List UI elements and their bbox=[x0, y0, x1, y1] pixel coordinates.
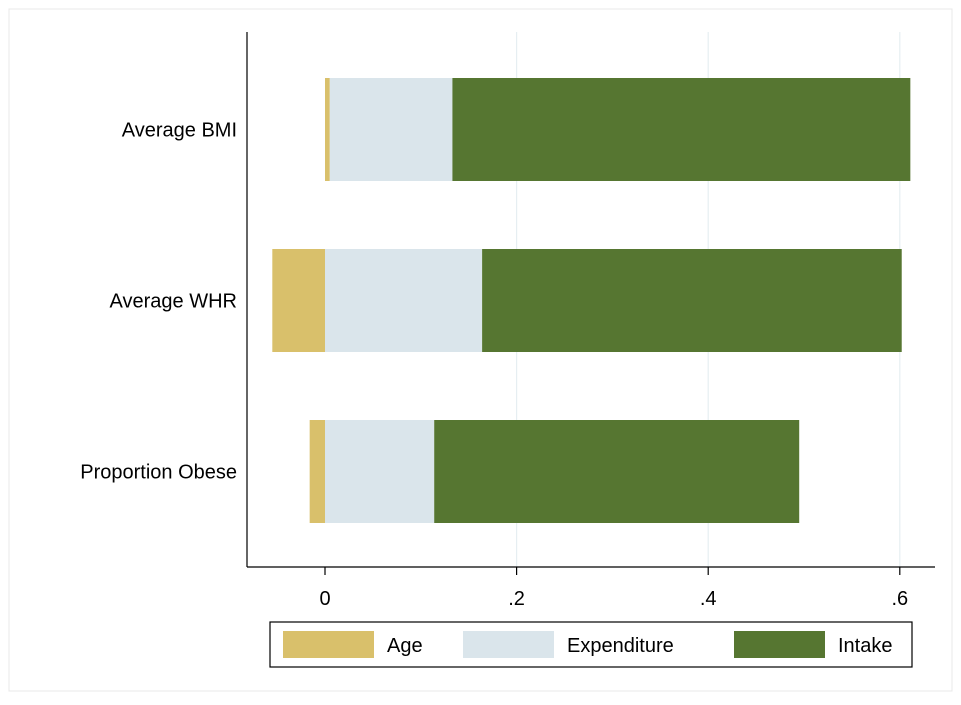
legend-swatch-intake bbox=[734, 631, 825, 658]
x-tick-label-6: .6 bbox=[891, 588, 908, 610]
bars-group bbox=[272, 78, 911, 523]
x-tick-label-0: 0 bbox=[319, 588, 330, 610]
bar-expenditure-average-bmi bbox=[329, 78, 453, 181]
bar-expenditure-average-whr bbox=[325, 249, 483, 352]
bar-intake-average-whr bbox=[482, 249, 902, 352]
category-label-proportion-obese: Proportion Obese bbox=[80, 462, 237, 484]
legend-label-age: Age bbox=[387, 635, 423, 657]
legend-label-intake: Intake bbox=[838, 635, 892, 657]
category-label-average-bmi: Average BMI bbox=[122, 120, 237, 142]
legend-swatch-age bbox=[283, 631, 374, 658]
legend: Age Expenditure Intake bbox=[269, 621, 913, 668]
bar-age-average-whr bbox=[272, 249, 325, 352]
bar-expenditure-proportion-obese bbox=[325, 420, 435, 523]
bar-intake-proportion-obese bbox=[434, 420, 800, 523]
legend-label-expenditure: Expenditure bbox=[567, 635, 674, 657]
bar-age-average-bmi bbox=[325, 78, 330, 181]
category-label-average-whr: Average WHR bbox=[110, 291, 237, 313]
legend-swatch-expenditure bbox=[463, 631, 554, 658]
axes-group: Average BMI Average WHR Proportion Obese 0.… bbox=[80, 32, 935, 610]
x-tick-label-2: .2 bbox=[508, 588, 525, 610]
bar-age-proportion-obese bbox=[309, 420, 325, 523]
x-tick-label-4: .4 bbox=[700, 588, 717, 610]
bar-intake-average-bmi bbox=[452, 78, 911, 181]
